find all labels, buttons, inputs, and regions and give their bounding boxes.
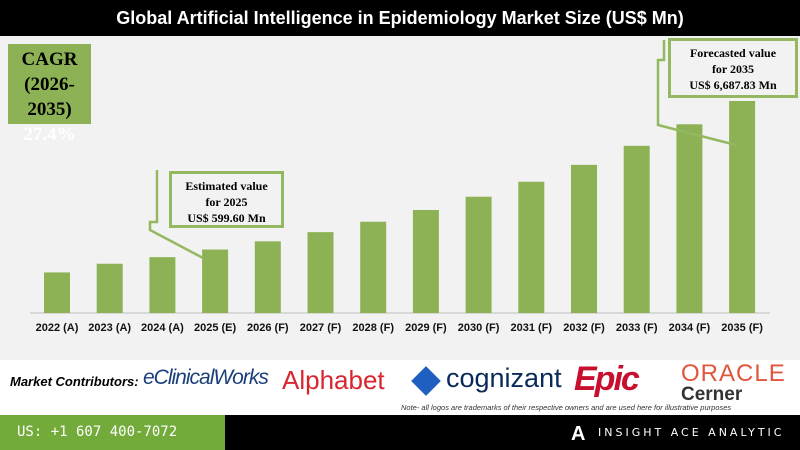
logo-cerner: Cerner: [681, 384, 743, 405]
x-tick-label: 2029 (F): [405, 322, 447, 334]
forecast-callout: Forecasted value for 2035 US$ 6,687.83 M…: [668, 38, 798, 98]
x-tick-label: 2028 (F): [352, 322, 394, 334]
bar: [44, 272, 70, 313]
bar-chart: 2022 (A) 2023 (A) 2024 (A) 2025 (E) 2026 (F)…: [30, 40, 770, 334]
x-tick-label: 2025 (E): [194, 322, 237, 334]
trademark-note: Note- all logos are trademarks of their …: [401, 403, 732, 412]
bar: [149, 257, 176, 313]
bar: [307, 232, 334, 313]
x-tick-label: 2033 (F): [616, 322, 658, 334]
logo-eclinicalworks: eClinicalWorks: [143, 366, 269, 389]
x-tick-label: 2023 (A): [88, 322, 131, 334]
footer: US: +1 607 400-7072 A INSIGHT ACE ANALYT…: [0, 415, 800, 450]
cagr-box: CAGR (2026-2035) 27.4%: [8, 44, 91, 145]
cagr-label: CAGR: [21, 49, 78, 70]
estimated-callout: Estimated value for 2025 US$ 599.60 Mn: [169, 171, 284, 228]
cognizant-icon: [411, 366, 441, 396]
logo-cognizant: cognizant: [446, 363, 562, 393]
bar: [518, 181, 545, 313]
x-tick-label: 2026 (F): [247, 322, 289, 334]
x-tick-label: 2034 (F): [669, 322, 711, 334]
callout-line: for 2035: [711, 62, 755, 76]
bar: [571, 164, 597, 313]
brand-name: INSIGHT ACE ANALYTIC: [598, 426, 785, 439]
logo-oracle: ORACLE: [681, 360, 786, 387]
contributors-label: Market Contributors:: [10, 374, 139, 389]
logo-alphabet: Alphabet: [282, 365, 385, 395]
cagr-value: 27.4%: [23, 124, 76, 145]
cagr-period: (2026-2035): [24, 74, 75, 120]
bar: [729, 101, 756, 313]
estimated-leader-line: [148, 170, 204, 260]
x-tick-label: 2022 (A): [36, 322, 79, 334]
callout-line: Estimated value: [185, 179, 268, 193]
logo-epic: Epic: [574, 360, 640, 398]
bar: [360, 221, 387, 313]
bar: [96, 263, 123, 313]
bar: [676, 124, 703, 314]
x-tick-label: 2035 (F): [721, 322, 763, 334]
callout-line: for 2025: [205, 195, 248, 209]
contributors-strip: Market Contributors: eClinicalWorks Alph…: [0, 360, 800, 415]
x-tick-label: 2027 (F): [300, 322, 342, 334]
x-tick-label: 2032 (F): [563, 322, 605, 334]
bar: [202, 249, 229, 313]
x-tick-label: 2024 (A): [141, 322, 184, 334]
x-tick-label: 2031 (F): [511, 322, 553, 334]
forecast-leader-line: [656, 40, 737, 147]
callout-line: Forecasted value: [689, 46, 777, 60]
brand-logo-icon: A: [571, 423, 586, 445]
chart-title: Global Artificial Intelligence in Epidem…: [0, 0, 800, 36]
callout-line: US$ 599.60 Mn: [187, 211, 266, 225]
bar: [412, 209, 439, 313]
bar: [623, 145, 650, 313]
plot-area: [0, 36, 800, 360]
x-tick-label: 2030 (F): [458, 322, 500, 334]
bar: [254, 241, 281, 313]
bar: [465, 196, 492, 313]
callout-line: US$ 6,687.83 Mn: [689, 78, 777, 92]
phone-number: US: +1 607 400-7072: [0, 415, 225, 450]
